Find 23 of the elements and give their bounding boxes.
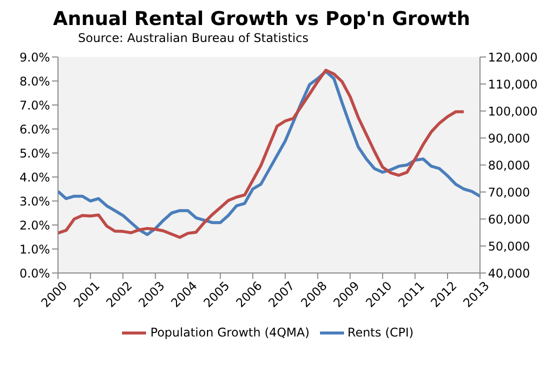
y-tick-label: 9.0% — [20, 50, 50, 64]
y2-tick-label: 50,000 — [488, 239, 530, 254]
legend-label: Population Growth (4QMA) — [150, 325, 310, 340]
y-tick-label: 1.0% — [20, 242, 50, 256]
y2-tick-label: 80,000 — [488, 158, 530, 172]
legend-label: Rents (CPI) — [348, 325, 414, 340]
y-tick-label: 6.0% — [20, 122, 50, 136]
y2-tick-label: 120,000 — [488, 50, 538, 64]
y-tick-label: 4.0% — [20, 170, 50, 184]
y2-tick-label: 110,000 — [488, 77, 538, 92]
y2-tick-label: 40,000 — [488, 266, 530, 280]
y2-tick-label: 70,000 — [488, 185, 530, 200]
y2-tick-label: 90,000 — [488, 131, 530, 146]
y-tick-label: 0.0% — [20, 266, 50, 280]
y-tick-label: 7.0% — [20, 98, 50, 112]
y2-tick-label: 100,000 — [488, 104, 538, 118]
y-tick-label: 8.0% — [20, 74, 50, 88]
y2-tick-label: 60,000 — [488, 212, 530, 226]
y-tick-label: 3.0% — [20, 194, 50, 208]
chart-subtitle: Source: Australian Bureau of Statistics — [78, 31, 310, 45]
y-tick-label: 5.0% — [20, 146, 50, 160]
chart-title: Annual Rental Growth vs Pop'n Growth — [53, 8, 472, 30]
y-tick-label: 2.0% — [20, 218, 50, 232]
